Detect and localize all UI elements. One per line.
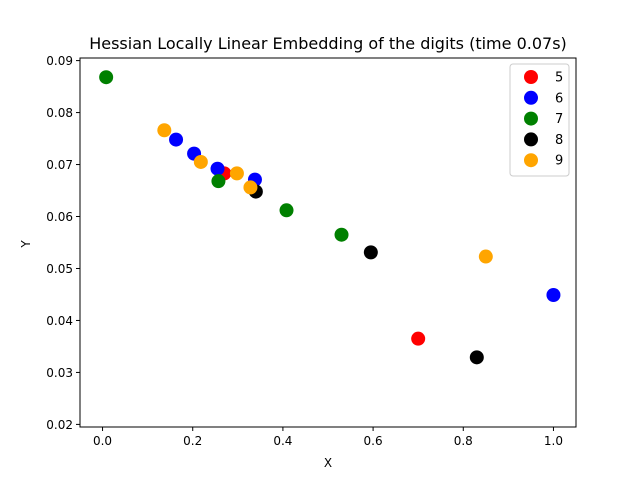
- y-tick-label: 0.09: [46, 54, 73, 68]
- legend-marker-digit-6: [524, 90, 538, 105]
- x-tick-label: 0.8: [454, 434, 473, 448]
- legend-label-digit-5: 5: [555, 71, 563, 86]
- x-tick-label: 0.0: [93, 434, 112, 448]
- x-axis-label: X: [324, 456, 332, 470]
- data-point-digit-8: [469, 350, 484, 365]
- data-points: [99, 70, 561, 365]
- y-tick-label: 0.05: [46, 262, 73, 276]
- chart-title: Hessian Locally Linear Embedding of the …: [89, 34, 567, 53]
- x-tick-label: 0.4: [273, 434, 292, 448]
- legend-marker-digit-9: [524, 153, 538, 168]
- legend-marker-digit-8: [524, 132, 538, 147]
- y-tick-label: 0.08: [46, 106, 73, 120]
- x-tick-label: 0.2: [183, 434, 202, 448]
- data-point-digit-7: [334, 227, 349, 242]
- legend-label-digit-7: 7: [555, 112, 563, 127]
- plot-area: [79, 57, 577, 428]
- data-point-digit-7: [279, 203, 294, 218]
- legend: 5 6 7 8 9: [509, 63, 570, 177]
- data-point-digit-6: [546, 287, 561, 302]
- legend-label-digit-8: 8: [555, 133, 563, 148]
- legend-box: [509, 63, 570, 177]
- y-axis-label: Y: [19, 240, 33, 249]
- axis-ticks: 0.0 0.2 0.4 0.6 0.8 1.0 0.02 0.03 0.04 0.05 0.06 0.…: [46, 54, 563, 448]
- y-tick-label: 0.06: [46, 210, 73, 224]
- x-tick-label: 0.6: [364, 434, 383, 448]
- data-point-digit-8: [363, 245, 378, 260]
- y-tick-label: 0.03: [46, 366, 73, 380]
- data-point-digit-9: [243, 180, 258, 195]
- data-point-digit-9: [229, 166, 244, 181]
- data-point-digit-9: [478, 249, 493, 264]
- data-point-digit-5: [411, 331, 426, 346]
- y-tick-label: 0.04: [46, 314, 73, 328]
- x-tick-label: 1.0: [544, 434, 563, 448]
- data-point-digit-6: [210, 161, 225, 176]
- legend-marker-digit-5: [524, 70, 538, 84]
- y-tick-label: 0.07: [46, 158, 73, 172]
- data-point-digit-7: [99, 70, 114, 85]
- data-point-digit-9: [157, 123, 172, 138]
- legend-label-digit-6: 6: [555, 91, 563, 106]
- legend-marker-digit-7: [524, 111, 538, 126]
- data-point-digit-7: [211, 174, 226, 189]
- plot-frame: [79, 57, 577, 428]
- legend-label-digit-9: 9: [555, 154, 563, 169]
- data-point-digit-9: [193, 154, 208, 169]
- data-point-digit-6: [169, 132, 184, 147]
- y-tick-label: 0.02: [46, 418, 73, 432]
